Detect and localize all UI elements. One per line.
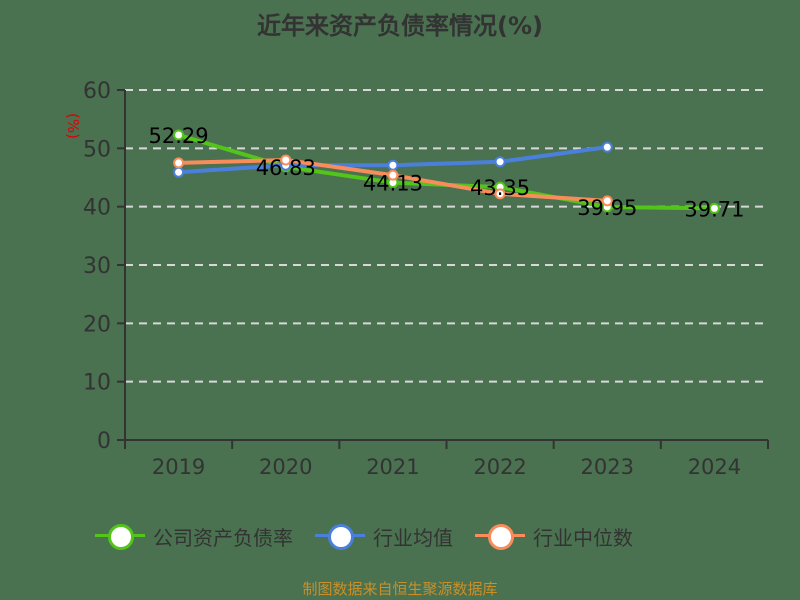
legend-item-company[interactable]: 公司资产负债率 xyxy=(95,521,293,551)
legend: 公司资产负债率 行业均值 行业中位数 xyxy=(95,521,655,551)
y-tick-label: 60 xyxy=(83,79,111,104)
y-tick-label: 40 xyxy=(83,196,111,221)
data-point[interactable] xyxy=(494,188,506,200)
legend-marker-icon xyxy=(315,521,365,551)
y-axis-label: (%) xyxy=(64,113,82,139)
data-point[interactable] xyxy=(601,195,613,207)
data-point[interactable] xyxy=(387,169,399,181)
data-label: 43.35 xyxy=(470,176,530,200)
data-point[interactable] xyxy=(280,154,292,166)
legend-label: 公司资产负债率 xyxy=(153,525,293,550)
legend-dot-icon xyxy=(108,524,134,550)
x-tick-label: 2023 xyxy=(581,455,634,479)
y-tick-label: 10 xyxy=(83,371,111,396)
x-tick-label: 2020 xyxy=(259,455,312,479)
data-label: 39.71 xyxy=(684,197,744,221)
data-point[interactable] xyxy=(173,166,185,178)
x-tick-label: 2024 xyxy=(688,455,741,479)
legend-dot-icon xyxy=(328,524,354,550)
data-label: 44.13 xyxy=(363,172,423,196)
data-label: 39.95 xyxy=(577,196,637,220)
data-label: 46.83 xyxy=(256,156,316,180)
y-tick-label: 20 xyxy=(83,312,111,337)
y-tick-label: 0 xyxy=(97,429,111,454)
data-point[interactable] xyxy=(173,129,185,141)
source-note: 制图数据来自恒生聚源数据库 xyxy=(302,580,498,598)
x-tick-label: 2019 xyxy=(152,455,205,479)
legend-dot-icon xyxy=(488,524,514,550)
legend-item-industry-avg[interactable]: 行业均值 xyxy=(315,521,453,551)
legend-label: 行业均值 xyxy=(373,525,453,550)
data-point[interactable] xyxy=(387,159,399,171)
data-point[interactable] xyxy=(601,141,613,153)
data-point[interactable] xyxy=(494,156,506,168)
legend-marker-icon xyxy=(95,521,145,551)
data-point[interactable] xyxy=(173,157,185,169)
legend-item-industry-median[interactable]: 行业中位数 xyxy=(475,521,633,551)
y-tick-label: 50 xyxy=(83,137,111,162)
x-tick-label: 2021 xyxy=(366,455,419,479)
chart-title: 近年来资产负债率情况(%) xyxy=(257,12,543,40)
data-label: 52.29 xyxy=(149,124,209,148)
x-tick-label: 2022 xyxy=(473,455,526,479)
data-point[interactable] xyxy=(708,202,720,214)
legend-marker-icon xyxy=(475,521,525,551)
y-tick-label: 30 xyxy=(83,254,111,279)
legend-label: 行业中位数 xyxy=(533,525,633,550)
